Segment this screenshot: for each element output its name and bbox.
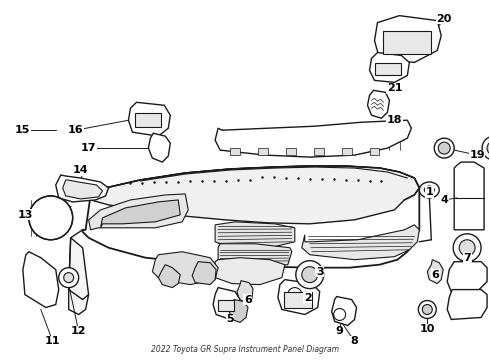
Polygon shape <box>152 252 218 285</box>
Polygon shape <box>128 102 171 136</box>
Polygon shape <box>332 297 357 325</box>
Ellipse shape <box>419 182 439 198</box>
Text: 1: 1 <box>425 187 433 197</box>
Text: 6: 6 <box>244 294 252 305</box>
Text: 14: 14 <box>73 165 89 175</box>
Polygon shape <box>192 262 216 285</box>
Ellipse shape <box>422 305 432 315</box>
Text: 18: 18 <box>387 115 402 125</box>
Polygon shape <box>427 260 443 284</box>
Ellipse shape <box>482 136 490 160</box>
Text: 10: 10 <box>419 324 435 334</box>
Ellipse shape <box>434 138 454 158</box>
Polygon shape <box>215 120 412 157</box>
Polygon shape <box>69 238 89 315</box>
Ellipse shape <box>424 186 434 194</box>
Text: 4: 4 <box>441 195 448 205</box>
Polygon shape <box>369 148 379 155</box>
Ellipse shape <box>487 141 490 155</box>
Polygon shape <box>91 166 419 224</box>
Ellipse shape <box>438 142 450 154</box>
Polygon shape <box>213 288 240 319</box>
Polygon shape <box>215 258 285 285</box>
Polygon shape <box>314 148 324 155</box>
Polygon shape <box>278 280 319 315</box>
Text: 2: 2 <box>304 293 312 302</box>
Ellipse shape <box>296 261 324 289</box>
Ellipse shape <box>453 234 481 262</box>
Polygon shape <box>368 90 390 118</box>
Polygon shape <box>447 289 487 319</box>
Polygon shape <box>286 148 296 155</box>
Polygon shape <box>229 300 248 323</box>
Polygon shape <box>447 262 487 292</box>
Ellipse shape <box>59 268 78 288</box>
Polygon shape <box>89 194 188 230</box>
Polygon shape <box>83 166 419 268</box>
Text: 20: 20 <box>437 14 452 24</box>
Polygon shape <box>215 222 295 248</box>
Bar <box>375 63 401 75</box>
Polygon shape <box>23 252 59 307</box>
Polygon shape <box>148 133 171 162</box>
Text: 13: 13 <box>18 210 33 220</box>
Text: 7: 7 <box>463 253 471 263</box>
Text: 3: 3 <box>316 267 323 276</box>
Text: 12: 12 <box>71 327 86 336</box>
Text: 16: 16 <box>68 125 83 135</box>
Ellipse shape <box>288 288 302 302</box>
Polygon shape <box>230 148 240 155</box>
Polygon shape <box>258 148 268 155</box>
Text: 21: 21 <box>387 84 402 93</box>
Polygon shape <box>158 265 180 288</box>
Ellipse shape <box>418 301 436 319</box>
Text: 8: 8 <box>351 336 359 346</box>
Polygon shape <box>218 244 292 268</box>
Polygon shape <box>369 53 409 82</box>
Ellipse shape <box>64 273 74 283</box>
Polygon shape <box>374 15 441 62</box>
Bar <box>284 292 312 307</box>
Text: 6: 6 <box>431 270 439 280</box>
Polygon shape <box>100 200 180 228</box>
Bar <box>135 113 161 127</box>
Bar <box>218 300 234 311</box>
Polygon shape <box>56 175 108 202</box>
Ellipse shape <box>29 196 73 240</box>
Ellipse shape <box>459 240 475 256</box>
Polygon shape <box>302 225 419 260</box>
Bar <box>384 31 431 54</box>
Text: 5: 5 <box>226 314 234 324</box>
Polygon shape <box>342 148 352 155</box>
Text: 2022 Toyota GR Supra Instrument Panel Diagram: 2022 Toyota GR Supra Instrument Panel Di… <box>151 345 339 354</box>
Text: 15: 15 <box>15 125 30 135</box>
Text: 11: 11 <box>45 336 60 346</box>
Text: 9: 9 <box>336 327 343 336</box>
Text: 17: 17 <box>81 143 97 153</box>
Text: 19: 19 <box>469 150 485 160</box>
Ellipse shape <box>302 267 318 283</box>
Polygon shape <box>237 280 253 302</box>
Polygon shape <box>63 180 102 199</box>
